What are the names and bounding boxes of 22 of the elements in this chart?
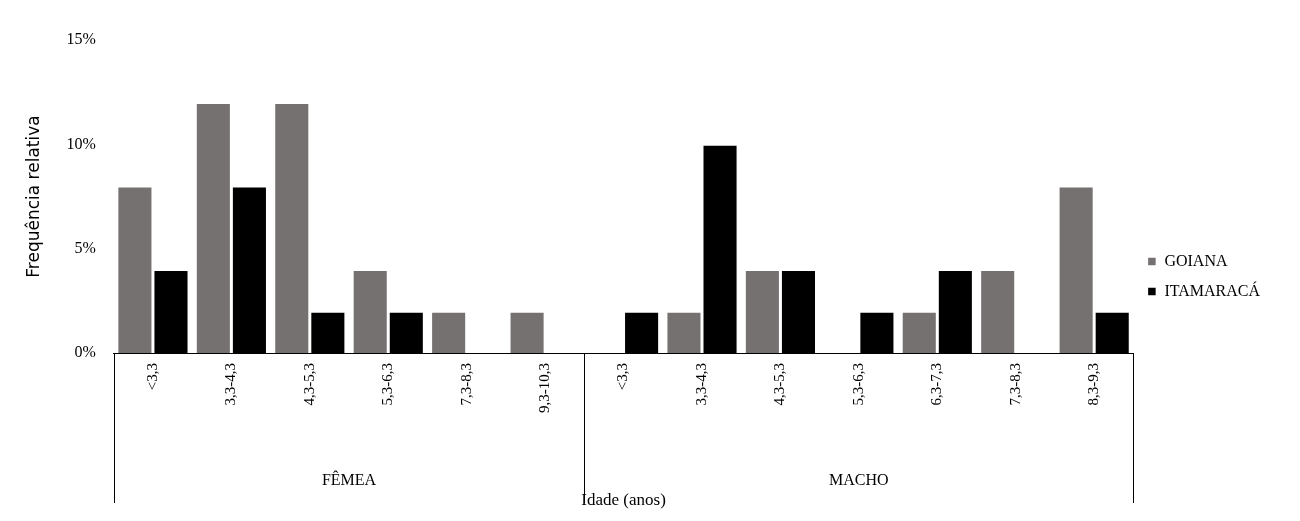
y-axis-title: Frequência relativa xyxy=(22,115,43,278)
legend-label: GOIANA xyxy=(1164,251,1228,269)
legend-label: ITAMARACÁ xyxy=(1164,280,1261,299)
x-tick-label: 6,3-7,3 xyxy=(928,363,945,406)
x-tick-label: 4,3-5,3 xyxy=(300,363,317,406)
y-tick-label: 0% xyxy=(74,343,96,361)
x-tick-label: 3,3-4,3 xyxy=(222,363,239,406)
text: FÊMEA xyxy=(321,470,377,489)
x-tick-label: 5,3-6,3 xyxy=(379,363,396,406)
x-tick-label: <3,3 xyxy=(143,363,160,391)
text: MACHO xyxy=(829,471,889,489)
x-tick-label: 7,3-8,3 xyxy=(457,363,474,406)
y-tick-label: 5% xyxy=(74,238,96,256)
x-tick-label: 7,3-8,3 xyxy=(1006,363,1023,406)
x-tick-label: <3,3 xyxy=(614,363,631,391)
x-tick-label: 3,3-4,3 xyxy=(692,363,709,406)
x-tick-label: 8,3-9,3 xyxy=(1085,363,1102,406)
x-tick-label: 9,3-10,3 xyxy=(536,363,553,413)
y-tick-label: 15% xyxy=(66,30,96,48)
x-tick-label: 5,3-6,3 xyxy=(849,363,866,406)
y-tick-label: 10% xyxy=(66,134,96,152)
x-tick-label: 4,3-5,3 xyxy=(771,363,788,406)
